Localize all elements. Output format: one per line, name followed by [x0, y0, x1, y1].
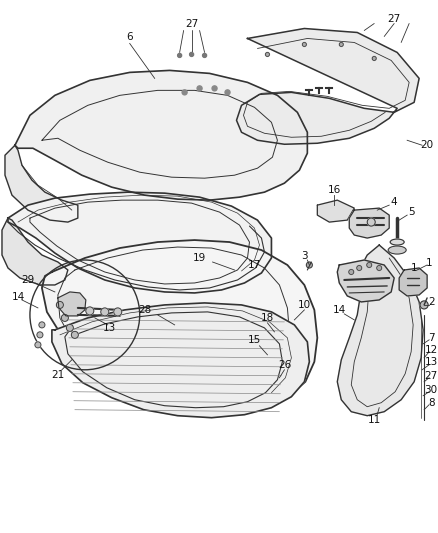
Circle shape [86, 307, 94, 315]
Text: 13: 13 [103, 323, 117, 333]
Text: 11: 11 [367, 415, 381, 425]
Text: 1: 1 [411, 263, 417, 273]
Text: 10: 10 [298, 300, 311, 310]
Circle shape [306, 262, 312, 268]
Circle shape [61, 314, 68, 321]
Text: 21: 21 [51, 370, 64, 380]
Circle shape [225, 90, 230, 95]
Circle shape [357, 265, 362, 270]
Polygon shape [8, 192, 272, 293]
Circle shape [178, 53, 182, 58]
Circle shape [302, 43, 306, 46]
Text: 27: 27 [424, 371, 438, 381]
Ellipse shape [390, 239, 404, 245]
Text: 18: 18 [261, 313, 274, 323]
Text: 15: 15 [248, 335, 261, 345]
Polygon shape [2, 218, 68, 285]
Circle shape [349, 270, 354, 274]
Circle shape [339, 43, 343, 46]
Polygon shape [337, 245, 423, 416]
Polygon shape [337, 260, 394, 302]
Circle shape [212, 86, 217, 91]
Polygon shape [237, 28, 419, 144]
Circle shape [367, 263, 372, 268]
Text: 19: 19 [193, 253, 206, 263]
Circle shape [203, 53, 207, 58]
Polygon shape [42, 240, 318, 408]
Text: 28: 28 [138, 305, 151, 315]
Circle shape [39, 322, 45, 328]
Ellipse shape [388, 246, 406, 254]
Text: 12: 12 [424, 345, 438, 355]
Text: 7: 7 [428, 333, 434, 343]
Circle shape [67, 325, 73, 332]
Circle shape [182, 90, 187, 95]
Text: 14: 14 [333, 305, 346, 315]
Circle shape [114, 308, 122, 316]
Text: 13: 13 [424, 357, 438, 367]
Circle shape [57, 302, 64, 309]
Text: 1: 1 [426, 258, 432, 268]
Circle shape [101, 308, 109, 316]
Circle shape [35, 342, 41, 348]
Polygon shape [15, 70, 307, 200]
Circle shape [37, 332, 43, 338]
Polygon shape [5, 146, 78, 222]
Text: 2: 2 [428, 297, 434, 307]
Circle shape [197, 86, 202, 91]
Circle shape [190, 52, 194, 56]
Circle shape [377, 265, 381, 270]
Text: 30: 30 [424, 385, 438, 395]
Text: 16: 16 [328, 185, 341, 195]
Text: 6: 6 [127, 33, 133, 43]
Text: 20: 20 [420, 140, 434, 150]
Text: 17: 17 [248, 260, 261, 270]
Circle shape [372, 56, 376, 60]
Polygon shape [349, 208, 389, 238]
Text: 4: 4 [391, 197, 398, 207]
Text: 29: 29 [21, 275, 35, 285]
Text: 27: 27 [185, 19, 198, 28]
Polygon shape [58, 292, 86, 316]
Text: 8: 8 [428, 398, 434, 408]
Text: 14: 14 [11, 292, 25, 302]
Text: 27: 27 [388, 13, 401, 23]
Text: 5: 5 [408, 207, 414, 217]
Circle shape [420, 301, 428, 309]
Polygon shape [399, 268, 427, 296]
Circle shape [265, 52, 269, 56]
Polygon shape [318, 200, 354, 222]
Text: 26: 26 [278, 360, 291, 370]
Polygon shape [52, 303, 309, 418]
Text: 3: 3 [301, 251, 307, 261]
Circle shape [367, 218, 375, 226]
Circle shape [71, 332, 78, 338]
